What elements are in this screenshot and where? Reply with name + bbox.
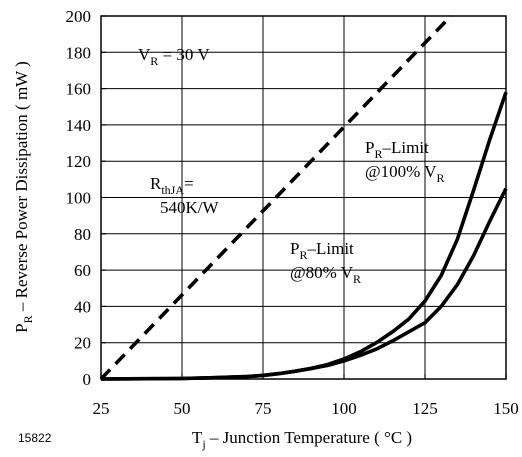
y-tick-label: 20 [74, 334, 91, 353]
y-axis-label: PR – Reverse Power Dissipation ( mW ) [12, 61, 35, 333]
x-tick-label: 25 [93, 399, 110, 418]
y-tick-label: 100 [66, 189, 92, 208]
series-80-label-line2: @80% VR [290, 263, 361, 286]
figure-id: 15822 [18, 431, 52, 445]
x-tick-label: 125 [412, 399, 438, 418]
y-tick-label: 180 [66, 43, 92, 62]
x-tick-label: 75 [255, 399, 272, 418]
x-tick-label: 150 [493, 399, 519, 418]
axes [100, 15, 507, 380]
series-80-vr-line [100, 187, 508, 381]
x-tick-label: 50 [174, 399, 191, 418]
dashed-rthja-line [99, 14, 453, 381]
tick-labels: 0 20 40 60 80 100 120 140 160 180 200 25 50 75 100 125 1… [66, 7, 519, 418]
y-tick-label: 140 [66, 116, 92, 135]
x-axis-label: Tj – Junction Temperature ( °C ) [192, 428, 412, 451]
series-lines [99, 14, 508, 381]
dashed-series-label-line2: 540K/W [160, 198, 220, 217]
y-tick-label: 120 [66, 152, 92, 171]
condition-annotation: VR = 30 V [138, 45, 210, 68]
series-100-vr-line [100, 91, 508, 381]
y-tick-label: 160 [66, 80, 92, 99]
series-100-label-line2: @100% VR [365, 162, 445, 185]
y-tick-label: 200 [66, 7, 92, 26]
y-tick-label: 60 [74, 261, 91, 280]
y-tick-label: 80 [74, 225, 91, 244]
y-tick-label: 40 [74, 297, 91, 316]
x-tick-label: 100 [331, 399, 357, 418]
y-tick-label: 0 [83, 370, 92, 389]
grid [101, 16, 506, 379]
dashed-series-label-line1: RthJA= [150, 174, 194, 197]
series-80-label-line1: PR–Limit [290, 239, 354, 262]
series-100-label-line1: PR–Limit [365, 138, 429, 161]
